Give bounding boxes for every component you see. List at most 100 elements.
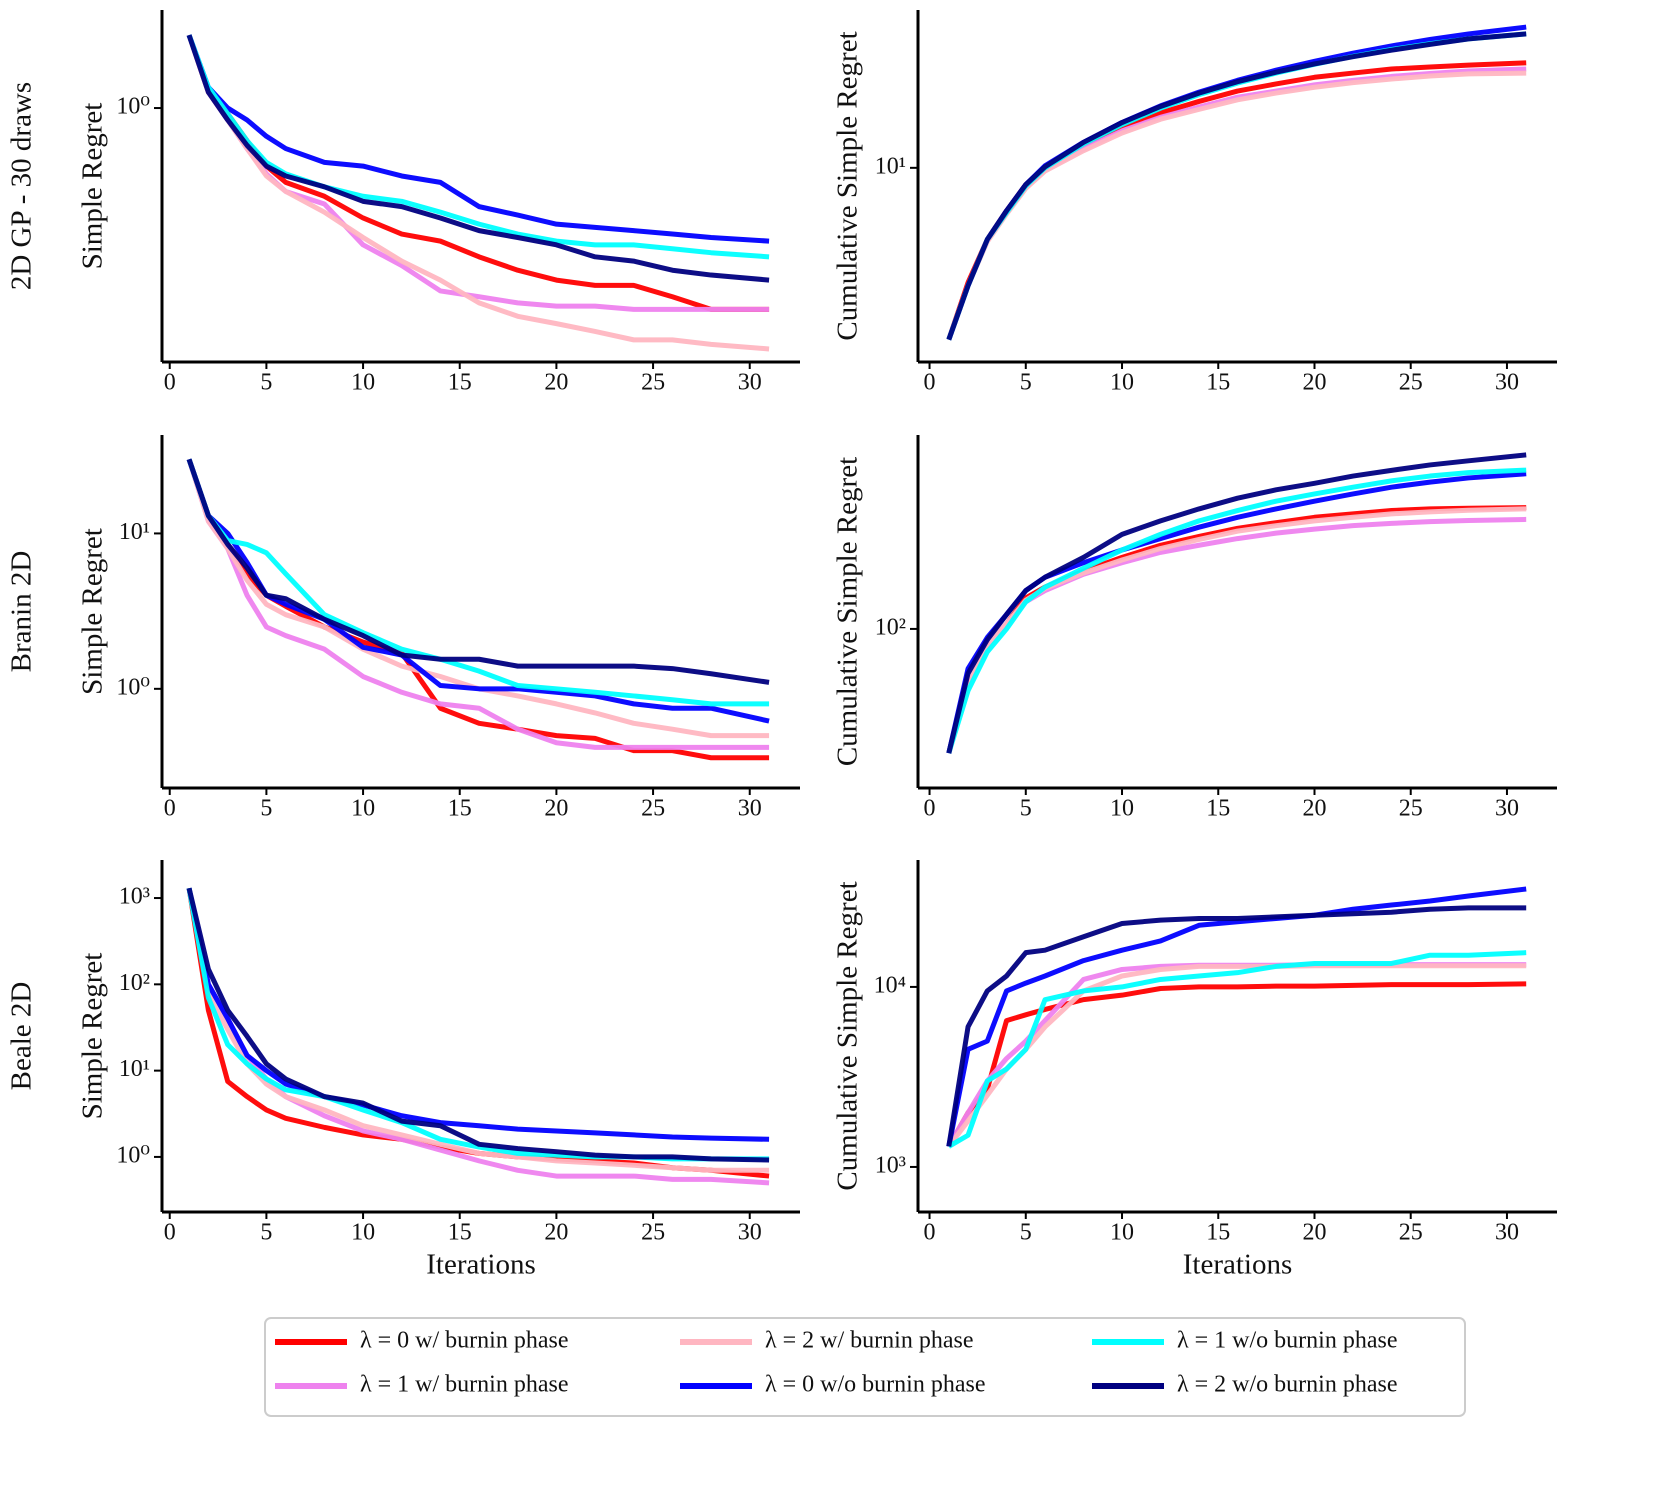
x-tick-label: 25 (641, 796, 665, 822)
x-tick-label: 10 (351, 370, 375, 396)
y-tick-label: 10³ (119, 884, 150, 910)
y-tick-label: 10⁰ (116, 1142, 150, 1168)
x-tick-label: 20 (544, 796, 568, 822)
line-series (946, 886, 1527, 1147)
line-series (186, 34, 770, 244)
y-axis-label: Simple Regret (77, 103, 109, 270)
row-label: Beale 2D (6, 982, 38, 1091)
y-tick-label: 10¹ (875, 153, 906, 179)
line-series (186, 458, 770, 707)
y-tick-label: 10⁰ (116, 674, 150, 700)
x-tick-label: 25 (1399, 796, 1423, 822)
x-tick-label: 30 (1495, 1220, 1519, 1246)
line-series (946, 963, 1527, 1148)
x-tick-label: 20 (1302, 1220, 1326, 1246)
line-series (186, 458, 770, 750)
y-tick-label: 10³ (875, 1152, 906, 1178)
y-tick-label: 10¹ (119, 519, 150, 545)
line-series (946, 467, 1527, 754)
line-series (946, 60, 1527, 341)
x-tick-label: 30 (1495, 370, 1519, 396)
x-tick-label: 5 (1020, 1220, 1032, 1246)
x-tick-label: 10 (351, 796, 375, 822)
x-tick-label: 30 (1495, 796, 1519, 822)
line-series (186, 887, 770, 1179)
x-tick-label: 15 (448, 1220, 472, 1246)
legend-label: λ = 2 w/o burnin phase (1177, 1372, 1397, 1398)
legend-box (264, 1317, 1466, 1417)
line-series (946, 452, 1527, 754)
legend-label: λ = 0 w/ burnin phase (360, 1328, 568, 1354)
line-series (946, 66, 1527, 341)
x-tick-label: 20 (1302, 796, 1326, 822)
x-axis-label: Iterations (426, 1249, 536, 1281)
line-series (186, 887, 770, 1142)
y-tick-label: 10² (119, 970, 150, 996)
line-series (946, 962, 1527, 1148)
y-axis-label: Cumulative Simple Regret (832, 457, 864, 766)
line-series (947, 950, 1527, 1149)
line-series (186, 887, 770, 1163)
x-tick-label: 10 (351, 1220, 375, 1246)
legend-label: λ = 0 w/o burnin phase (765, 1372, 985, 1398)
line-series (186, 34, 770, 283)
line-series (186, 458, 770, 724)
x-tick-label: 0 (924, 1220, 936, 1246)
row-label: Branin 2D (6, 551, 38, 673)
y-tick-label: 10⁰ (116, 94, 150, 120)
x-tick-label: 25 (1399, 1220, 1423, 1246)
legend-label: λ = 2 w/ burnin phase (765, 1328, 973, 1354)
line-series (946, 506, 1527, 754)
x-tick-label: 25 (641, 370, 665, 396)
x-tick-label: 5 (260, 370, 272, 396)
x-tick-label: 10 (1110, 1220, 1134, 1246)
line-series (186, 887, 770, 1162)
x-tick-label: 0 (924, 370, 936, 396)
legend-label: λ = 1 w/ burnin phase (360, 1372, 568, 1398)
line-series (946, 905, 1527, 1147)
y-tick-label: 10² (875, 614, 906, 640)
line-series (946, 70, 1527, 341)
line-series (946, 505, 1527, 754)
legend-label: λ = 1 w/o burnin phase (1177, 1328, 1397, 1354)
x-tick-label: 5 (1020, 796, 1032, 822)
x-tick-label: 25 (1399, 370, 1423, 396)
x-tick-label: 15 (1206, 796, 1230, 822)
x-tick-label: 15 (1206, 370, 1230, 396)
y-axis-label: Cumulative Simple Regret (832, 881, 864, 1190)
line-series (946, 31, 1527, 341)
y-tick-label: 10⁴ (874, 972, 906, 998)
line-series (186, 458, 770, 761)
x-tick-label: 15 (448, 796, 472, 822)
x-tick-label: 20 (1302, 370, 1326, 396)
line-series (946, 981, 1527, 1148)
x-tick-label: 20 (544, 1220, 568, 1246)
x-tick-label: 30 (738, 370, 762, 396)
x-tick-label: 10 (1110, 796, 1134, 822)
line-series (186, 458, 770, 685)
x-tick-label: 5 (1020, 370, 1032, 396)
line-series (946, 471, 1527, 754)
x-tick-label: 0 (924, 796, 936, 822)
x-tick-label: 0 (164, 1220, 176, 1246)
y-axis-label: Simple Regret (77, 953, 109, 1120)
x-tick-label: 5 (260, 796, 272, 822)
line-series (186, 34, 770, 260)
y-axis-label: Simple Regret (77, 528, 109, 695)
line-series (946, 516, 1527, 754)
x-tick-label: 5 (260, 1220, 272, 1246)
x-tick-label: 15 (1206, 1220, 1230, 1246)
row-label: 2D GP - 30 draws (6, 82, 38, 290)
x-tick-label: 30 (738, 1220, 762, 1246)
x-tick-label: 0 (164, 796, 176, 822)
y-tick-label: 10¹ (119, 1056, 150, 1082)
x-tick-label: 20 (544, 370, 568, 396)
x-tick-label: 10 (1110, 370, 1134, 396)
x-tick-label: 30 (738, 796, 762, 822)
x-axis-label: Iterations (1183, 1249, 1293, 1281)
x-tick-label: 25 (641, 1220, 665, 1246)
y-axis-label: Cumulative Simple Regret (832, 31, 864, 340)
x-tick-label: 15 (448, 370, 472, 396)
x-tick-label: 0 (164, 370, 176, 396)
